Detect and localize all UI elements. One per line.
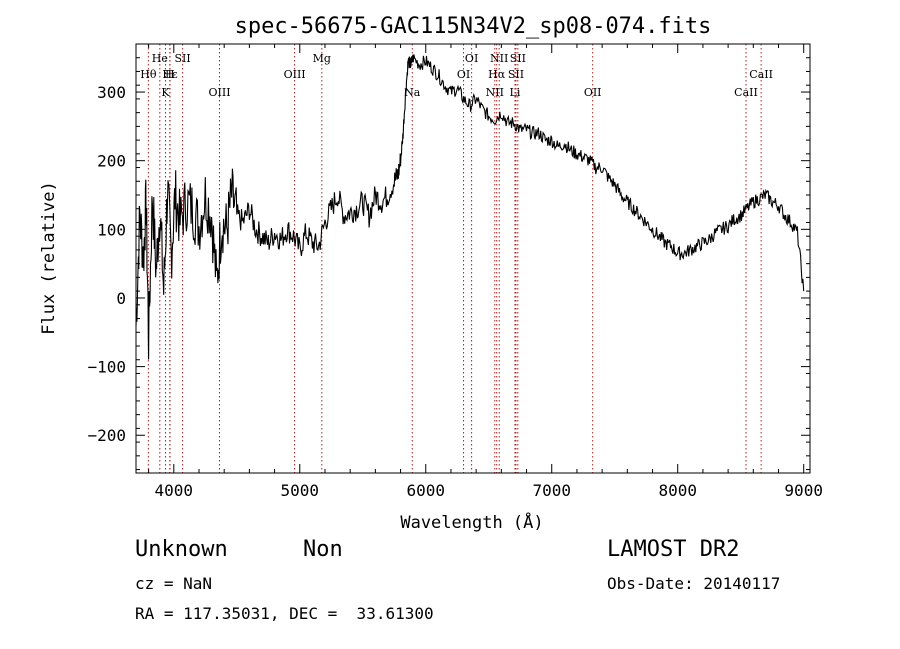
redshift-cz: cz = NaN <box>135 574 213 593</box>
plot-frame <box>135 43 811 474</box>
spectral-line-label: OI <box>465 52 478 65</box>
spectral-line-label: CaII <box>734 86 758 99</box>
spectral-line-label: Mg <box>313 52 331 65</box>
y-tick-label: −100 <box>87 358 126 377</box>
spectral-line-label: Li <box>510 86 521 99</box>
spectral-line-label: H <box>165 68 175 81</box>
y-axis-label: Flux (relative) <box>39 181 59 335</box>
spectral-line-label: Na <box>404 86 421 99</box>
y-tick-label: 100 <box>97 220 126 239</box>
x-tick-label: 8000 <box>658 481 697 500</box>
survey-name: LAMOST DR2 <box>607 537 740 562</box>
y-tick-label: 300 <box>97 83 126 102</box>
chart-title: spec-56675-GAC115N34V2_sp08-074.fits <box>235 14 712 39</box>
x-tick-label: 7000 <box>532 481 571 500</box>
spectral-line-label: Hθ <box>140 68 157 81</box>
spectral-line-label: Hε <box>162 68 178 81</box>
object-subclass: Non <box>303 537 343 562</box>
coordinates: RA = 117.35031, DEC = 33.61300 <box>135 604 434 623</box>
spectral-line-label: Hα <box>488 68 506 81</box>
y-tick-label: −200 <box>87 426 126 445</box>
spectral-line-label: SII <box>510 52 526 65</box>
object-class: Unknown <box>135 537 228 562</box>
x-tick-label: 6000 <box>406 481 445 500</box>
spectral-line-label: OII <box>584 86 602 99</box>
spectral-line-label: SII <box>508 68 524 81</box>
y-tick-label: 0 <box>116 289 126 308</box>
x-tick-label: 4000 <box>155 481 194 500</box>
spectral-line-label: He <box>152 52 168 65</box>
spectral-line-label: OI <box>457 68 470 81</box>
y-tick-label: 200 <box>97 152 126 171</box>
spectral-line-label: K <box>161 86 170 99</box>
spectral-line-markers <box>147 44 762 473</box>
spectral-line-label: NII <box>486 86 504 99</box>
x-tick-label: 5000 <box>281 481 320 500</box>
spectral-line-label: OIII <box>284 68 306 81</box>
spectral-line-label: CaII <box>749 68 773 81</box>
x-axis-label: Wavelength (Å) <box>400 511 543 533</box>
spectral-line-label: OIII <box>208 86 230 99</box>
spectral-line-label: SII <box>174 52 190 65</box>
spectrum-line <box>135 54 805 360</box>
x-tick-label: 9000 <box>784 481 823 500</box>
observation-date: Obs-Date: 20140117 <box>607 574 781 593</box>
axis-ticks: 4000 5000 6000 7000 8000 9000 −200 −100 0 100 200 3… <box>87 44 823 500</box>
spectral-line-label: NII <box>490 52 508 65</box>
